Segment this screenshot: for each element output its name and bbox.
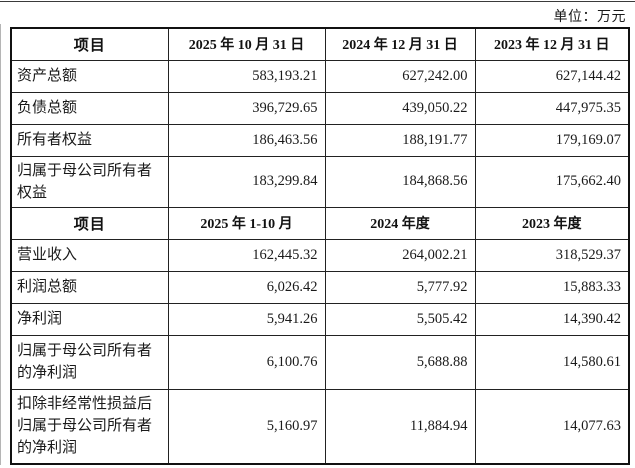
balance-header-date-2025: 2025 年 10 月 31 日 (167, 27, 326, 61)
value-cell: 447,975.35 (474, 91, 630, 125)
value-cell: 5,505.42 (324, 302, 476, 336)
row-label: 营业收入 (10, 238, 169, 272)
row-label: 负债总额 (10, 91, 169, 125)
value-cell: 439,050.22 (324, 91, 476, 125)
table-row-owners-equity: 所有者权益 186,463.56 188,191.77 179,169.07 (10, 123, 630, 157)
value-cell: 264,002.21 (324, 238, 476, 272)
value-cell: 627,242.00 (324, 59, 476, 93)
row-label: 归属于母公司所有者的净利润 (10, 334, 169, 390)
value-cell: 5,777.92 (324, 270, 476, 304)
value-cell: 627,144.42 (474, 59, 630, 93)
row-label: 归属于母公司所有者权益 (10, 155, 169, 208)
row-label: 扣除非经常性损益后归属于母公司所有者的净利润 (10, 388, 169, 465)
balance-header-row: 项目 2025 年 10 月 31 日 2024 年 12 月 31 日 202… (10, 27, 630, 61)
row-label: 资产总额 (10, 59, 169, 93)
balance-header-item: 项目 (10, 27, 169, 61)
value-cell: 162,445.32 (167, 238, 326, 272)
balance-header-date-2024: 2024 年 12 月 31 日 (324, 27, 476, 61)
value-cell: 318,529.37 (474, 238, 630, 272)
table-row-operating-revenue: 营业收入 162,445.32 264,002.21 318,529.37 (10, 238, 630, 272)
value-cell: 14,390.42 (474, 302, 630, 336)
table-row-parent-equity: 归属于母公司所有者权益 183,299.84 184,868.56 175,66… (10, 155, 630, 208)
table-row-parent-net-profit: 归属于母公司所有者的净利润 6,100.76 5,688.88 14,580.6… (10, 334, 630, 390)
value-cell: 6,026.42 (167, 270, 326, 304)
value-cell: 175,662.40 (474, 155, 630, 208)
value-cell: 183,299.84 (167, 155, 326, 208)
value-cell: 188,191.77 (324, 123, 476, 157)
table-row-net-profit: 净利润 5,941.26 5,505.42 14,390.42 (10, 302, 630, 336)
value-cell: 396,729.65 (167, 91, 326, 125)
page-left-edge-line (0, 24, 1, 465)
unit-label: 单位：万元 (553, 10, 626, 25)
value-cell: 5,941.26 (167, 302, 326, 336)
value-cell: 11,884.94 (324, 388, 476, 465)
financial-summary-table: 项目 2025 年 10 月 31 日 2024 年 12 月 31 日 202… (10, 27, 630, 465)
value-cell: 6,100.76 (167, 334, 326, 390)
value-cell: 5,160.97 (167, 388, 326, 465)
value-cell: 184,868.56 (324, 155, 476, 208)
value-cell: 179,169.07 (474, 123, 630, 157)
top-rule-divider (0, 1, 635, 2)
table-row-total-assets: 资产总额 583,193.21 627,242.00 627,144.42 (10, 59, 630, 93)
table-row-total-liabilities: 负债总额 396,729.65 439,050.22 447,975.35 (10, 91, 630, 125)
value-cell: 14,580.61 (474, 334, 630, 390)
row-label: 利润总额 (10, 270, 169, 304)
income-header-period-2023: 2023 年度 (474, 206, 630, 240)
value-cell: 583,193.21 (167, 59, 326, 93)
balance-header-date-2023: 2023 年 12 月 31 日 (474, 27, 630, 61)
income-header-period-2025: 2025 年 1-10 月 (167, 206, 326, 240)
value-cell: 5,688.88 (324, 334, 476, 390)
income-header-row: 项目 2025 年 1-10 月 2024 年度 2023 年度 (10, 206, 630, 240)
value-cell: 186,463.56 (167, 123, 326, 157)
table-row-total-profit: 利润总额 6,026.42 5,777.92 15,883.33 (10, 270, 630, 304)
table-row-parent-net-profit-deducted: 扣除非经常性损益后归属于母公司所有者的净利润 5,160.97 11,884.9… (10, 388, 630, 465)
row-label: 净利润 (10, 302, 169, 336)
income-header-period-2024: 2024 年度 (324, 206, 476, 240)
row-label: 所有者权益 (10, 123, 169, 157)
value-cell: 14,077.63 (474, 388, 630, 465)
income-header-item: 项目 (10, 206, 169, 240)
value-cell: 15,883.33 (474, 270, 630, 304)
